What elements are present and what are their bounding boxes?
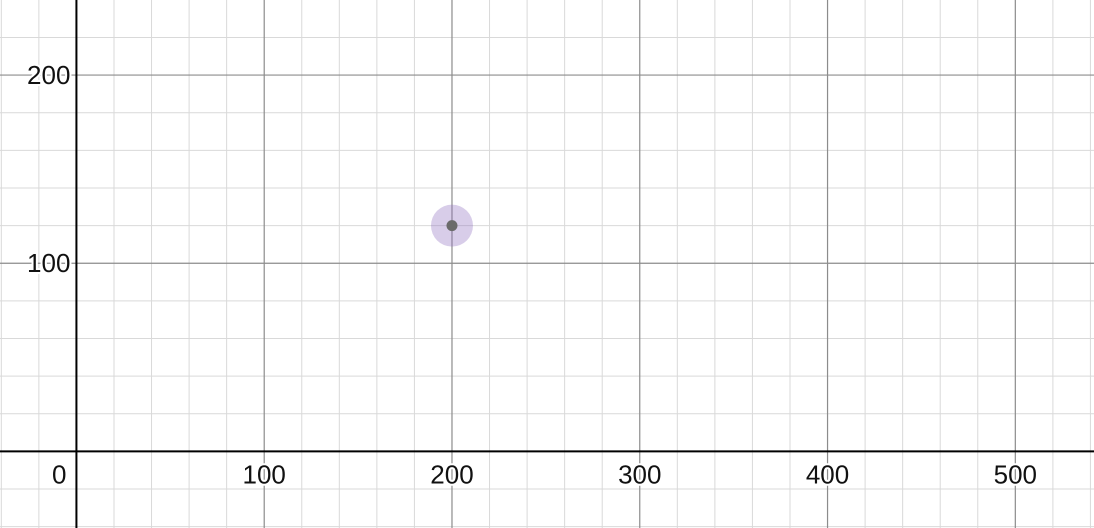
data-point[interactable] <box>446 220 458 232</box>
tick-labels: 0 100 200 300 400 500 100 200 <box>25 58 1039 491</box>
data-points[interactable] <box>430 204 473 247</box>
x-tick-label: 500 <box>994 459 1037 489</box>
x-tick-label: 400 <box>806 459 849 489</box>
y-tick-label: 100 <box>27 248 70 278</box>
y-tick-label: 200 <box>27 60 70 90</box>
x-tick-label: 100 <box>243 459 286 489</box>
x-tick-label: 300 <box>618 459 661 489</box>
x-tick-label: 0 <box>52 459 66 489</box>
x-tick-label: 200 <box>430 459 473 489</box>
